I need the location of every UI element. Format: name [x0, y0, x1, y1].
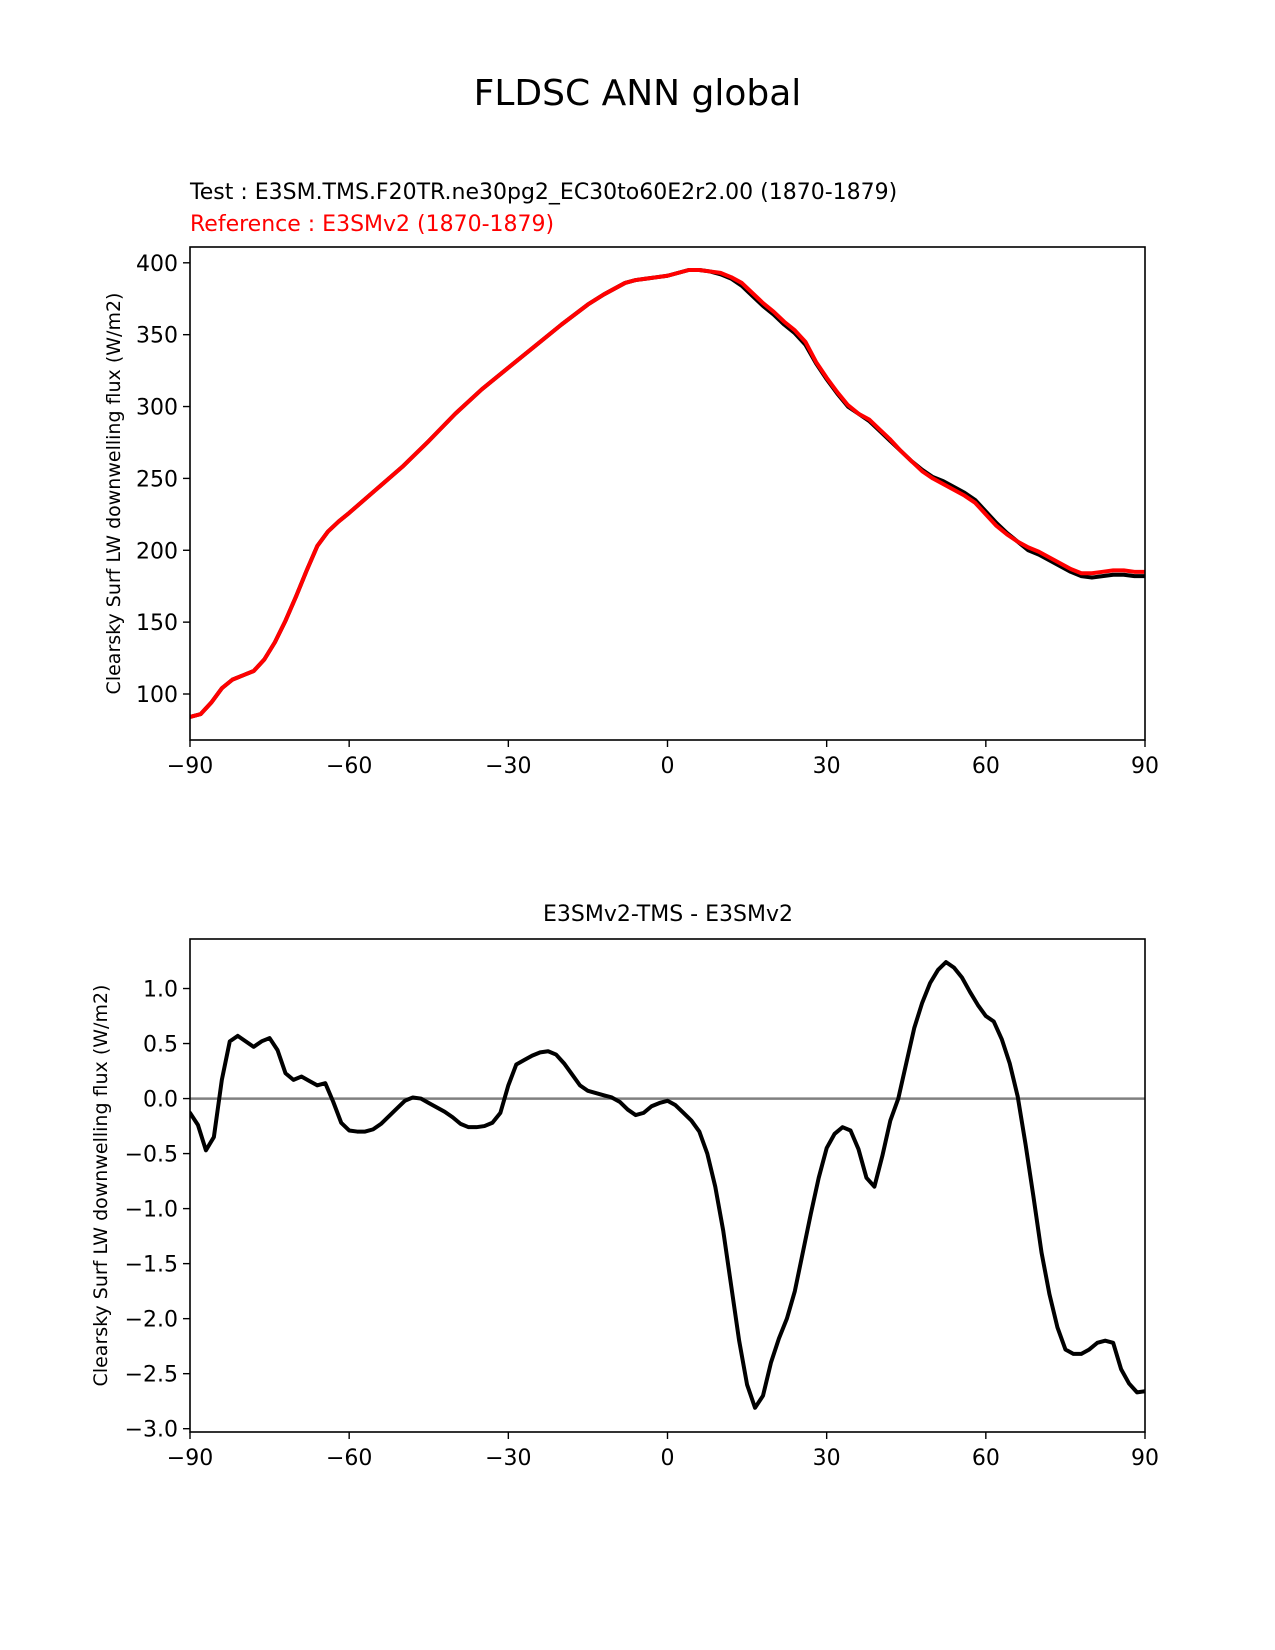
- plot-area: −90 −60 −30 0 30 60 90 −3.0 −2.5 −2.0 −1.5 −1.0 −0.5…: [125, 938, 1159, 1471]
- y-tick-label: 400: [136, 252, 178, 277]
- axes-frame: [189, 938, 1146, 1433]
- figure-title: FLDSC ANN global: [473, 73, 802, 114]
- y-tick-label: 150: [136, 611, 178, 636]
- y-tick-label: 100: [136, 683, 178, 708]
- y-tick-label: 200: [136, 539, 178, 564]
- reference-subtitle: Reference : E3SMv2 (1870-1879): [190, 212, 554, 237]
- top-panel: Test : E3SM.TMS.F20TR.ne30pg2_EC30to60E2…: [103, 180, 1159, 779]
- x-tick-label: 60: [972, 1446, 1000, 1471]
- bottom-panel: E3SMv2-TMS - E3SMv2 Clearsky Surf LW dow…: [90, 902, 1159, 1471]
- x-tick-label: −60: [326, 1446, 372, 1471]
- x-tick-label: 30: [813, 1446, 841, 1471]
- x-tick-label: 90: [1131, 1446, 1159, 1471]
- axes-frame: [189, 246, 1146, 741]
- difference-title: E3SMv2-TMS - E3SMv2: [543, 902, 793, 927]
- x-tick-label: −90: [167, 1446, 213, 1471]
- test-subtitle: Test : E3SM.TMS.F20TR.ne30pg2_EC30to60E2…: [189, 180, 897, 205]
- y-axis-label: Clearsky Surf LW downwelling flux (W/m2): [90, 985, 112, 1387]
- x-tick-label: −30: [485, 1446, 531, 1471]
- y-tick-label: 300: [136, 396, 178, 421]
- y-tick-label: 250: [136, 467, 178, 492]
- plot-area: −90 −60 −30 0 30 60 90 100 150 200 250 300 350 400: [136, 246, 1159, 779]
- x-tick-label: −60: [326, 754, 372, 779]
- y-axis-label: Clearsky Surf LW downwelling flux (W/m2): [103, 293, 125, 695]
- y-tick-label: −1.5: [125, 1253, 178, 1278]
- series-lines: [190, 268, 1145, 719]
- y-tick-label: 0.0: [143, 1088, 178, 1113]
- y-tick-label: −2.0: [125, 1308, 178, 1333]
- y-tick-label: −3.0: [125, 1418, 178, 1443]
- y-tick-label: 1.0: [143, 978, 178, 1003]
- x-tick-label: −30: [485, 754, 531, 779]
- x-tick-label: 90: [1131, 754, 1159, 779]
- x-tick-label: 60: [972, 754, 1000, 779]
- y-tick-label: −0.5: [125, 1143, 178, 1168]
- x-tick-label: 0: [661, 1446, 675, 1471]
- series-line-1: [190, 268, 1145, 719]
- series-line-0: [190, 960, 1145, 1410]
- y-tick-label: 350: [136, 324, 178, 349]
- x-tick-label: −90: [167, 754, 213, 779]
- y-tick-label: −2.5: [125, 1363, 178, 1388]
- y-tick-label: 0.5: [143, 1033, 178, 1058]
- series-lines: [190, 960, 1145, 1410]
- x-tick-label: 0: [661, 754, 675, 779]
- x-tick-label: 30: [813, 754, 841, 779]
- series-line-0: [190, 268, 1145, 719]
- y-tick-label: −1.0: [125, 1198, 178, 1223]
